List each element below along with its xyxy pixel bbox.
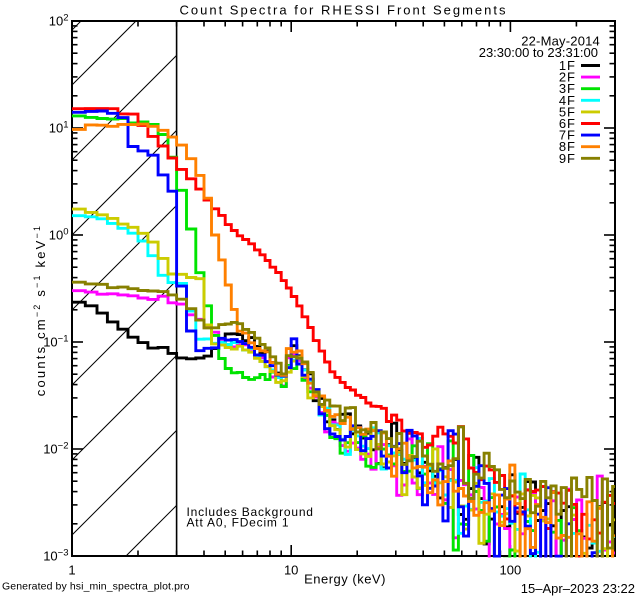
svg-text:Includes Background: Includes Background bbox=[187, 505, 314, 519]
svg-text:3F: 3F bbox=[559, 81, 576, 96]
svg-text:5F: 5F bbox=[559, 104, 576, 119]
svg-text:10: 10 bbox=[284, 562, 298, 577]
svg-text:7F: 7F bbox=[559, 128, 576, 143]
svg-text:8F: 8F bbox=[559, 139, 576, 154]
svg-text:1: 1 bbox=[68, 562, 75, 577]
svg-text:6F: 6F bbox=[559, 116, 576, 131]
svg-text:Energy (keV): Energy (keV) bbox=[304, 572, 386, 587]
svg-text:23:30:00 to 23:31:00: 23:30:00 to 23:31:00 bbox=[479, 45, 598, 60]
svg-text:2F: 2F bbox=[559, 70, 576, 85]
svg-text:100: 100 bbox=[500, 562, 522, 577]
svg-text:9F: 9F bbox=[559, 151, 576, 166]
svg-text:counts cm−2 s−1 keV−1: counts cm−2 s−1 keV−1 bbox=[32, 224, 48, 396]
svg-text:1F: 1F bbox=[559, 58, 576, 73]
svg-text:Att A0, FDecim 1: Att A0, FDecim 1 bbox=[187, 516, 290, 530]
svg-text:Generated by hsi_min_spectra_p: Generated by hsi_min_spectra_plot.pro bbox=[2, 580, 190, 592]
svg-text:22-May-2014: 22-May-2014 bbox=[521, 34, 600, 49]
svg-text:15–Apr–2023 23:22: 15–Apr–2023 23:22 bbox=[521, 581, 635, 596]
svg-text:Count Spectra for RHESSI Front: Count Spectra for RHESSI Front Segments bbox=[180, 3, 508, 18]
svg-text:4F: 4F bbox=[559, 93, 576, 108]
